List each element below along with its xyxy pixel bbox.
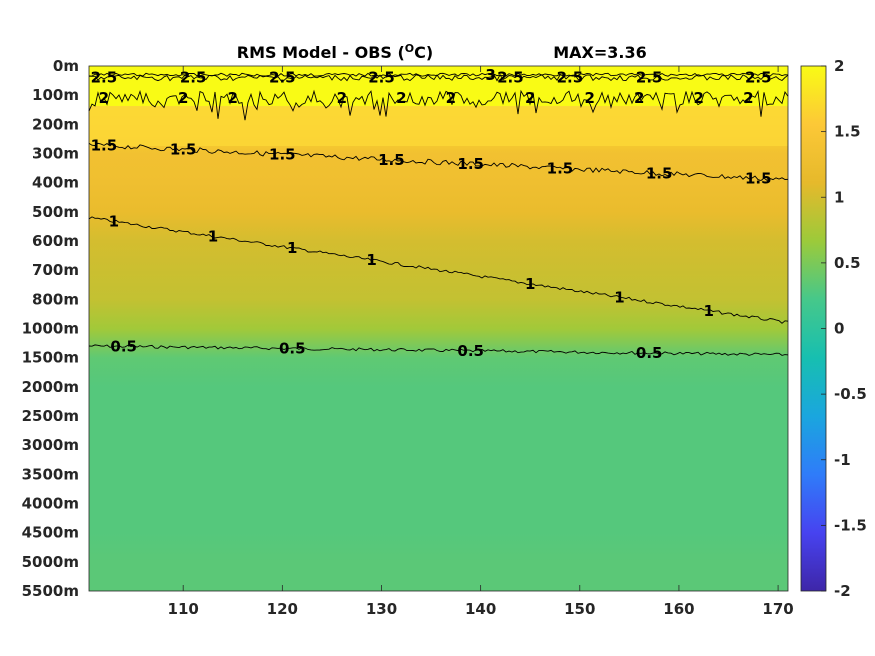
y-tick-label: 5500m [22,582,79,600]
plot-frame [88,65,789,592]
contour-line-1 [88,216,789,324]
contour-label: 2 [525,89,535,107]
y-tick-label: 1500m [22,349,79,367]
contour-label: 1 [703,302,713,320]
contour-label: 1.5 [91,137,118,155]
contour-label: 1.5 [378,151,405,169]
y-tick-label: 600m [32,232,79,250]
contour-label: 1.5 [457,155,484,173]
contour-label: 2.5 [557,69,584,87]
colorbar-tick-label: -2 [834,582,851,600]
x-tick-label: 130 [366,600,397,618]
contour-label: 1.5 [646,164,673,182]
colorbar-tick-label: 0 [834,320,844,338]
contour-label: 1 [287,239,297,257]
colorbar-tick-label: -1.5 [834,516,867,534]
contour-label: 0.5 [636,344,663,362]
x-tick-label: 150 [564,600,595,618]
y-tick-label: 300m [32,145,79,163]
y-tick-label: 4000m [22,495,79,513]
x-tick-label: 170 [762,600,793,618]
colorbar-tick-label: 1 [834,188,844,206]
contour-label: 1.5 [269,145,296,163]
contour-label: 1 [525,275,535,293]
contour-label: 1 [614,288,624,306]
contour-label: 0.5 [110,337,137,355]
contour-label: 2 [743,89,753,107]
x-tick-label: 140 [465,600,496,618]
contour-label: 1 [208,227,218,245]
contour-line-0-5 [88,344,789,356]
colorbar-tick-label: -0.5 [834,385,867,403]
contour-label: 2.5 [497,69,524,87]
contour-label: 1 [366,251,376,269]
chart-title: RMS Model - OBS (OC) [237,42,433,62]
title-unit-end: C) [414,43,433,62]
contour-label: 2.5 [180,69,207,87]
contour-label: 2 [228,89,238,107]
contour-label: 2 [99,89,109,107]
contour-label: 2 [634,89,644,107]
contour-lines: 0.5 0.5 0.5 0.5 1 1 1 1 1 1 1 1.5 1.5 1.5 1.5 1.5 1.5 1.5… [88,66,789,362]
x-tick-label: 160 [663,600,694,618]
colorbar-tick-label: 1.5 [834,123,861,141]
y-tick-label: 1000m [22,320,79,338]
contour-label: 3 [485,66,495,84]
title-unit-superscript: O [405,42,414,55]
y-tick-label: 4500m [22,524,79,542]
y-axis: 0m 100m 200m 300m 400m 500m 600m 700m 800m 1000m 1… [22,57,79,600]
y-tick-label: 0m [53,57,79,75]
y-tick-label: 800m [32,290,79,308]
contour-line-1-5 [88,142,789,181]
contour-line-2 [88,89,789,121]
contour-label: 2 [396,89,406,107]
y-tick-label: 200m [32,115,79,133]
y-tick-label: 5000m [22,553,79,571]
heatmap-upper-band [89,106,788,146]
contour-label: 2 [584,89,594,107]
y-tick-label: 3500m [22,465,79,483]
colorbar-tick-label: 2 [834,57,844,75]
colorbar-tick-label: -1 [834,451,851,469]
contour-label: 1.5 [745,169,772,187]
contour-label: 2.5 [368,69,395,87]
x-tick-label: 120 [267,600,298,618]
y-tick-label: 400m [32,174,79,192]
contour-label: 0.5 [279,340,306,358]
contour-label: 1 [109,212,119,230]
y-tick-label: 100m [32,86,79,104]
x-tick-label: 110 [168,600,199,618]
y-tick-label: 2500m [22,407,79,425]
contour-label: 2.5 [91,69,118,87]
contour-label: 2 [446,89,456,107]
heatmap-field [89,66,788,591]
max-label: MAX=3.36 [553,43,647,62]
contour-label: 2 [178,89,188,107]
y-tick-label: 500m [32,203,79,221]
colorbar-tick-label: 0.5 [834,254,861,272]
contour-label: 2 [337,89,347,107]
colorbar: 2 1.5 1 0.5 0 -0.5 -1 -1.5 -2 [800,57,867,600]
plot-area [88,65,789,592]
contour-label: 2 [694,89,704,107]
contour-label: 1.5 [547,159,574,177]
y-tick-label: 2000m [22,378,79,396]
contour-label: 2.5 [636,69,663,87]
x-axis: 110 120 130 140 150 160 170 [168,66,794,618]
contour-line-3 [88,72,789,77]
contour-label: 1.5 [170,141,197,159]
y-tick-label: 3000m [22,436,79,454]
y-tick-label: 700m [32,261,79,279]
contour-label: 2.5 [269,69,296,87]
contour-line-2-5 [88,73,789,82]
contour-label: 2.5 [745,69,772,87]
contour-label: 0.5 [457,342,484,360]
